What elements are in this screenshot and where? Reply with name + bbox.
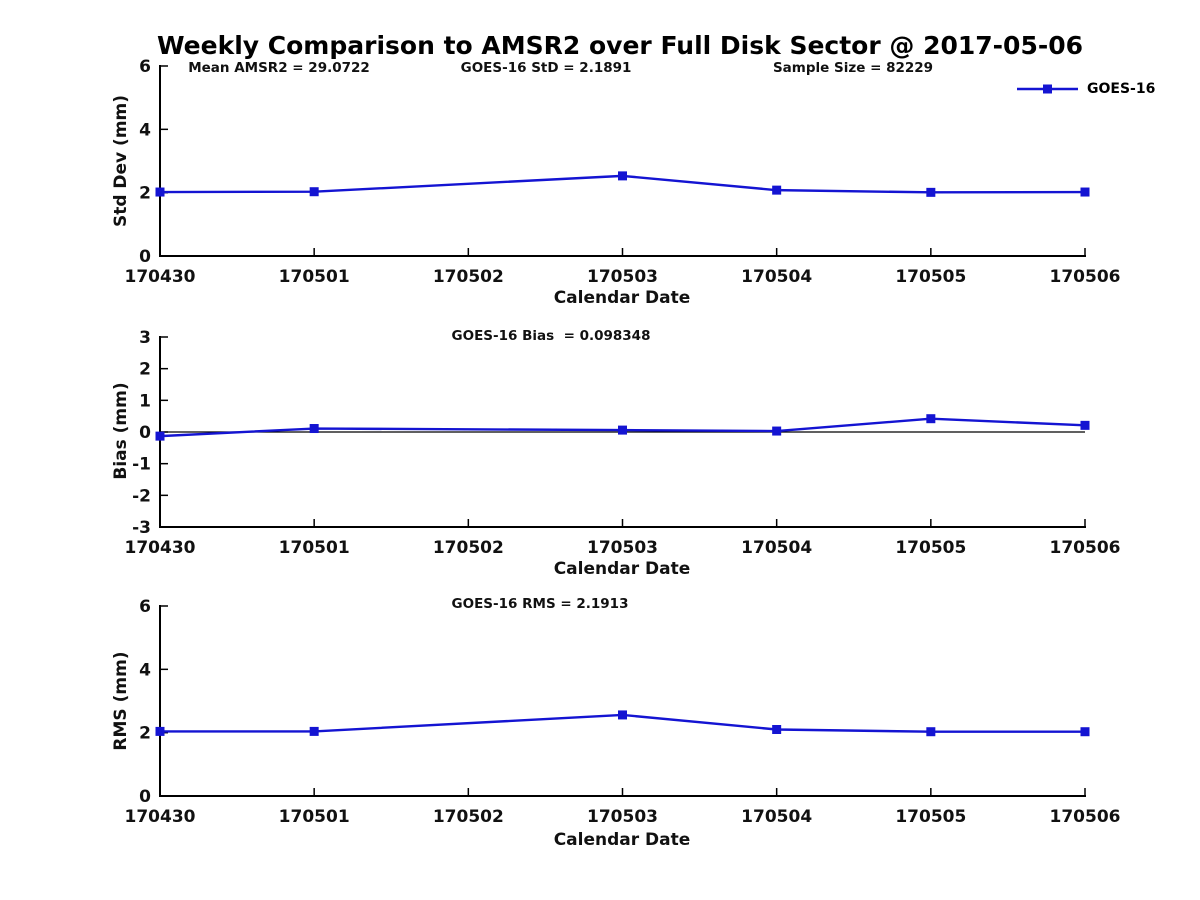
annotation-goes16-rms: GOES-16 RMS = 2.1913: [451, 596, 629, 612]
data-marker: [772, 426, 782, 436]
data-marker: [618, 425, 627, 435]
page-title: Weekly Comparison to AMSR2 over Full Dis…: [156, 31, 1084, 60]
y-tick-label: -2: [132, 486, 151, 506]
y-tick-label: 0: [139, 423, 151, 443]
y-axis-label-bias: Bias (mm): [111, 382, 131, 480]
data-marker: [1080, 727, 1090, 737]
y-tick-label: 0: [139, 247, 151, 267]
data-marker: [1080, 420, 1090, 430]
y-tick-label: -3: [132, 518, 151, 538]
x-tick-label: 170505: [895, 267, 966, 287]
y-tick-label: 0: [139, 787, 151, 807]
y-tick-label: 6: [139, 57, 151, 77]
data-marker: [309, 187, 319, 197]
x-axis-label-middle: Calendar Date: [553, 559, 691, 579]
data-marker: [772, 185, 782, 195]
x-tick-label: 170430: [125, 267, 196, 287]
x-tick-label: 170430: [125, 807, 196, 827]
x-tick-label: 170502: [433, 538, 504, 558]
annotation-goes16-bias: GOES-16 Bias = 0.098348: [451, 328, 651, 344]
stddev-plot: 0 2 4 6 170430 170501 170502 170503 170504 170505…: [125, 57, 1121, 287]
x-tick-label: 170505: [895, 538, 966, 558]
annotation-sample-size: Sample Size = 82229: [772, 60, 934, 76]
x-tick-label: 170505: [895, 807, 966, 827]
x-tick-label: 170501: [279, 538, 350, 558]
data-line: [160, 713, 1085, 733]
data-marker: [926, 727, 936, 737]
x-tick-label: 170504: [741, 267, 812, 287]
x-tick-label: 170430: [125, 538, 196, 558]
x-tick-label: 170503: [587, 807, 658, 827]
data-marker: [155, 187, 165, 197]
x-axis-label-bottom: Calendar Date: [553, 830, 691, 850]
x-tick-label: 170504: [741, 538, 812, 558]
data-marker: [772, 725, 782, 734]
y-tick-label: 6: [139, 597, 151, 617]
legend-label: GOES-16: [1087, 81, 1156, 97]
y-tick-label: 4: [139, 120, 151, 140]
data-marker: [1080, 187, 1090, 197]
x-tick-label: 170504: [741, 807, 812, 827]
data-line: [159, 174, 1086, 194]
y-tick-label: 2: [139, 184, 151, 204]
data-marker: [309, 424, 319, 434]
rms-plot: 0 2 4 6 170430 170501 170502 170503 170504 170505…: [125, 597, 1121, 827]
legend-marker: [1043, 84, 1052, 94]
x-tick-label: 170506: [1050, 267, 1121, 287]
data-marker: [618, 710, 627, 720]
y-tick-label: 4: [139, 660, 151, 680]
annotation-mean-amsr2: Mean AMSR2 = 29.0722: [188, 60, 370, 76]
x-tick-label: 170502: [433, 267, 504, 287]
annotation-goes16-std: GOES-16 StD = 2.1891: [460, 60, 632, 76]
data-marker: [618, 171, 627, 181]
data-marker: [309, 726, 319, 736]
data-marker: [155, 431, 165, 441]
x-tick-label: 170503: [587, 538, 658, 558]
x-tick-label: 170506: [1050, 807, 1121, 827]
y-tick-label: -1: [132, 455, 151, 475]
y-tick-label: 3: [139, 328, 151, 348]
y-axis-label-rms: RMS (mm): [111, 651, 131, 751]
x-tick-label: 170501: [279, 267, 350, 287]
data-line: [159, 417, 1086, 438]
data-marker: [926, 187, 936, 197]
x-tick-label: 170501: [279, 807, 350, 827]
y-tick-label: 2: [139, 360, 151, 380]
x-tick-label: 170503: [587, 267, 658, 287]
y-tick-label: 2: [139, 724, 151, 744]
x-tick-label: 170502: [433, 807, 504, 827]
data-marker: [926, 414, 936, 424]
x-axis-label-top: Calendar Date: [553, 288, 691, 308]
y-axis-label-stddev: Std Dev (mm): [111, 94, 131, 228]
y-tick-label: 1: [139, 391, 151, 411]
data-marker: [155, 726, 165, 736]
x-tick-label: 170506: [1050, 538, 1121, 558]
